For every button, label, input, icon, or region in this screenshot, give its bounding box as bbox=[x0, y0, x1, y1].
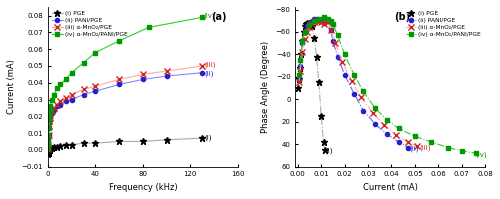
X-axis label: Frequency (kHz): Frequency (kHz) bbox=[108, 183, 177, 192]
Text: (i): (i) bbox=[204, 135, 212, 141]
Legend: (i) PGE, (ii) PANI/PGE, (iii) α-MnO₂/PGE, (iv) α-MnO₂/PANI/PGE: (i) PGE, (ii) PANI/PGE, (iii) α-MnO₂/PGE… bbox=[51, 10, 129, 38]
Text: (iii): (iii) bbox=[204, 62, 216, 68]
Text: (iv): (iv) bbox=[476, 151, 488, 158]
Y-axis label: Current (mA): Current (mA) bbox=[7, 60, 16, 114]
Text: (b): (b) bbox=[394, 12, 410, 22]
Text: (ii): (ii) bbox=[204, 70, 214, 77]
X-axis label: Current (mA): Current (mA) bbox=[363, 183, 418, 192]
Text: (iii): (iii) bbox=[420, 144, 431, 151]
Legend: (i) PGE, (ii) PANI/PGE, (iii) α-MnO₂/PGE, (iv) α-MnO₂/PANI/PGE: (i) PGE, (ii) PANI/PGE, (iii) α-MnO₂/PGE… bbox=[404, 10, 482, 38]
Y-axis label: Phase Angle (Degree): Phase Angle (Degree) bbox=[261, 41, 270, 133]
Text: (a): (a) bbox=[211, 12, 226, 22]
Text: (i): (i) bbox=[326, 148, 333, 154]
Text: (iv): (iv) bbox=[204, 12, 215, 19]
Text: (ii): (ii) bbox=[409, 145, 418, 152]
